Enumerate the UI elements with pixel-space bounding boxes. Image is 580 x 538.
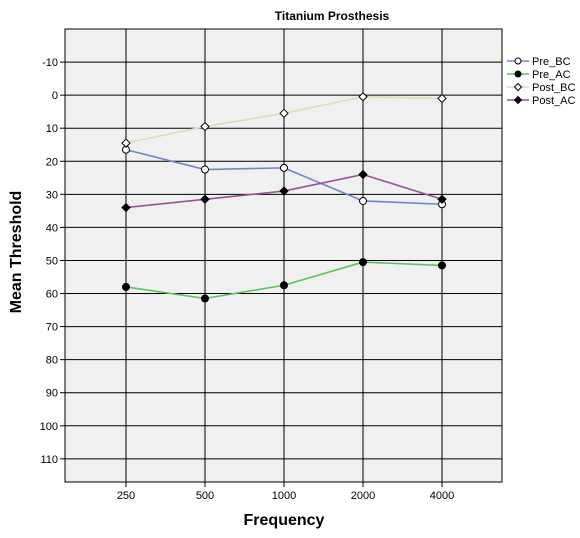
x-tick-label: 250 [117, 490, 135, 502]
legend-item: Post_BC [507, 82, 575, 94]
y-tick-label: 100 [40, 421, 58, 433]
series-pre-ac [122, 258, 446, 303]
y-tick-label: -10 [42, 57, 58, 69]
data-point [201, 165, 209, 174]
y-tick-label: 80 [46, 355, 58, 367]
data-point [358, 169, 368, 180]
data-point [359, 196, 367, 205]
legend-item: Pre_BC [507, 56, 571, 68]
x-axis-title: Frequency [244, 512, 325, 529]
data-point [280, 281, 288, 290]
legend-item: Post_AC [507, 95, 575, 107]
legend-label: Post_AC [532, 95, 575, 107]
y-axis-title: Mean Threshold [8, 191, 25, 314]
y-tick-label: 0 [52, 90, 58, 102]
y-tick-label: 70 [46, 322, 58, 334]
x-tick-label: 2000 [351, 490, 375, 502]
y-tick-label: 60 [46, 289, 58, 301]
legend-marker [514, 57, 522, 65]
x-tick-label: 500 [196, 490, 214, 502]
data-point [280, 163, 288, 172]
y-tick-label: 110 [40, 454, 58, 466]
y-tick-label: 30 [46, 189, 58, 201]
y-tick-label: 40 [46, 222, 58, 234]
series-post-ac [121, 169, 447, 213]
vertical-gridlines [125, 29, 443, 482]
x-axis-ticks: 250 500 1000 2000 4000 [117, 482, 454, 502]
data-point [359, 258, 367, 267]
data-point [201, 294, 209, 303]
data-point [279, 108, 289, 119]
data-point [437, 93, 447, 104]
x-tick-label: 4000 [430, 490, 454, 502]
legend-item: Pre_AC [507, 69, 571, 81]
series-pre-bc [122, 145, 446, 209]
y-tick-label: 50 [46, 255, 58, 267]
data-point [121, 138, 131, 148]
legend-label: Pre_AC [532, 69, 571, 81]
data-point [122, 282, 130, 291]
data-point [279, 186, 289, 196]
legend-marker [514, 70, 522, 78]
data-point [358, 92, 368, 102]
legend-marker [513, 95, 523, 105]
y-axis-ticks: -10 0 10 20 30 40 50 60 70 80 90 100 110 [40, 57, 65, 466]
y-tick-label: 20 [46, 156, 58, 168]
series-post-bc [121, 92, 447, 148]
data-point [438, 261, 446, 270]
chart-title: Titanium Prosthesis [275, 9, 390, 23]
data-point [121, 202, 131, 213]
y-tick-label: 10 [46, 123, 58, 135]
y-tick-label: 90 [46, 388, 58, 400]
legend-marker [513, 82, 523, 92]
legend-label: Post_BC [532, 82, 575, 94]
x-tick-label: 1000 [272, 490, 296, 502]
legend-label: Pre_BC [532, 56, 571, 68]
data-point [437, 194, 447, 204]
data-point [200, 194, 210, 204]
data-point [200, 121, 210, 132]
series-layer [121, 92, 447, 303]
